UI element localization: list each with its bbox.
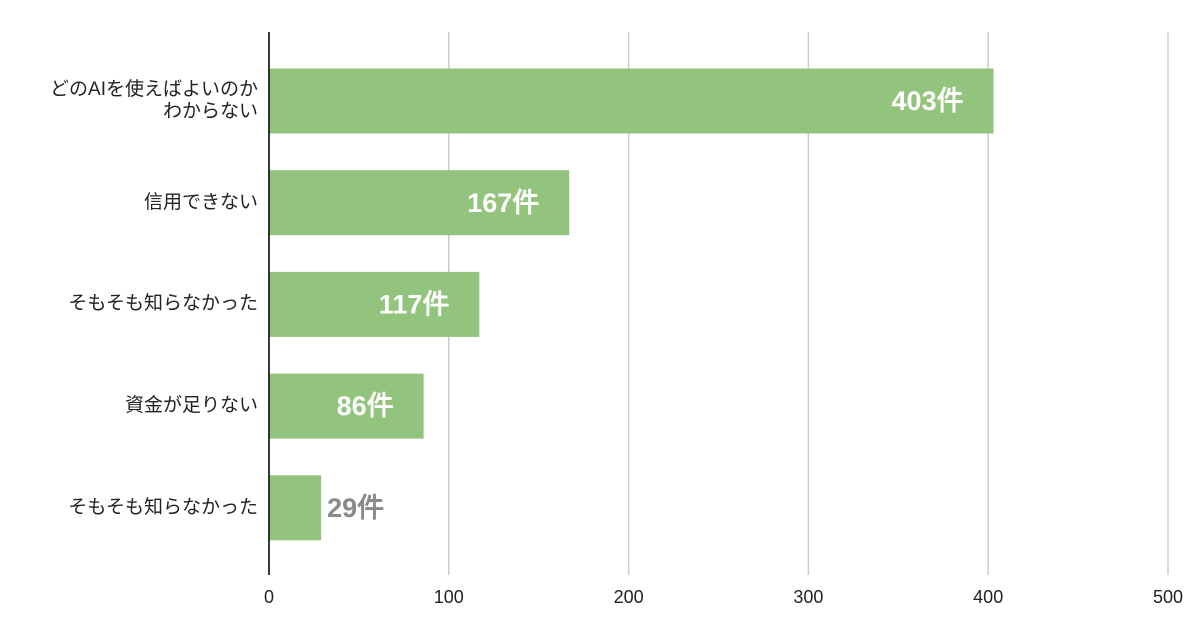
x-tick-label: 400 [973,587,1003,607]
bar [269,271,480,337]
bar [269,475,322,541]
x-tick-label: 100 [434,587,464,607]
y-tick-label: そもそも知らなかった [68,293,258,315]
x-tick-label: 200 [614,587,644,607]
x-tick-label: 500 [1153,587,1183,607]
value-label: 86件 [337,391,394,421]
y-tick-label: そもそも知らなかった [68,496,258,518]
value-label: 117件 [379,290,450,320]
value-label: 167件 [467,188,539,218]
x-tick-label: 300 [793,587,823,607]
bar [269,373,424,439]
y-tick-label: 資金が足りない [124,395,258,417]
y-tick-label: 信用できない [143,191,258,213]
bar [269,68,994,134]
bar [269,170,570,236]
value-label: 403件 [892,86,964,116]
y-tick-label: どのAIを使えばよいのか わからない [50,79,258,122]
x-tick-label: 0 [264,587,274,607]
value-label: 29件 [327,493,384,523]
